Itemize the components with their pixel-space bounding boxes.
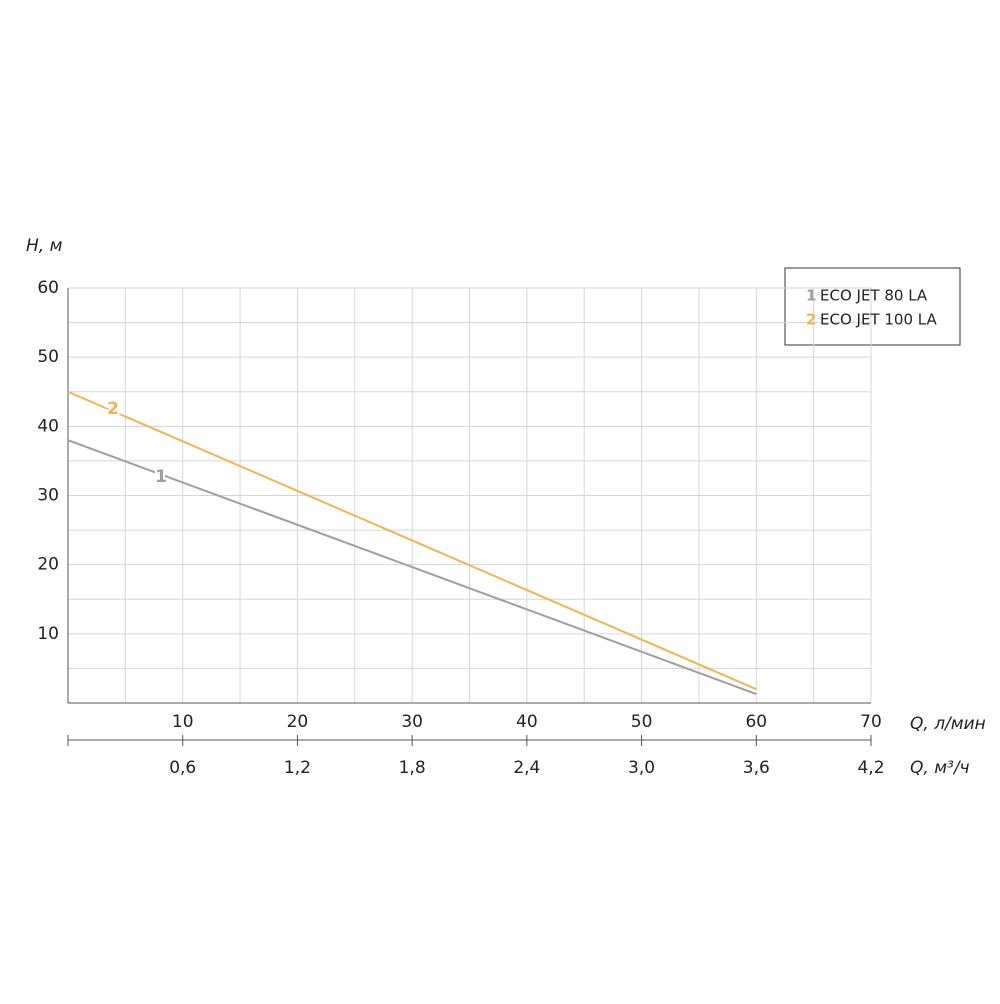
x2-tick-label: 1,2 <box>284 758 311 778</box>
line-label: 2 <box>107 399 119 419</box>
series-line <box>67 439 757 695</box>
line-label: 1 <box>155 467 167 487</box>
x-tick-label: 10 <box>172 712 194 732</box>
legend-number: 1 <box>806 287 816 305</box>
x-axis-label: Q, л/мин <box>910 714 986 734</box>
y-tick-label: 30 <box>37 486 59 506</box>
x-tick-label: 30 <box>401 712 423 732</box>
x2-tick-label: 0,6 <box>169 758 196 778</box>
y-tick-label: 20 <box>37 555 59 575</box>
x-tick-label: 70 <box>860 712 882 732</box>
legend-label: ECO JET 80 LA <box>820 287 928 305</box>
legend-label: ECO JET 100 LA <box>820 311 937 329</box>
x2-tick-label: 1,8 <box>399 758 426 778</box>
legend-box <box>784 267 961 346</box>
legend-number: 2 <box>806 311 816 329</box>
x-tick-label: 60 <box>745 712 767 732</box>
x-tick-label: 20 <box>287 712 309 732</box>
y-tick-label: 60 <box>37 278 59 298</box>
y-tick-label: 10 <box>37 624 59 644</box>
x-tick-label: 50 <box>631 712 653 732</box>
x2-tick-label: 3,0 <box>628 758 655 778</box>
series-line <box>67 390 757 691</box>
x2-tick-label: 3,6 <box>743 758 770 778</box>
y-tick-label: 40 <box>37 416 59 436</box>
x2-tick-label: 2,4 <box>513 758 540 778</box>
x-tick-label: 40 <box>516 712 538 732</box>
y-axis-label: H, м <box>26 236 63 256</box>
x2-tick-label: 4,2 <box>857 758 884 778</box>
x2-axis-label: Q, м³/ч <box>910 758 970 778</box>
y-tick-label: 50 <box>37 347 59 367</box>
